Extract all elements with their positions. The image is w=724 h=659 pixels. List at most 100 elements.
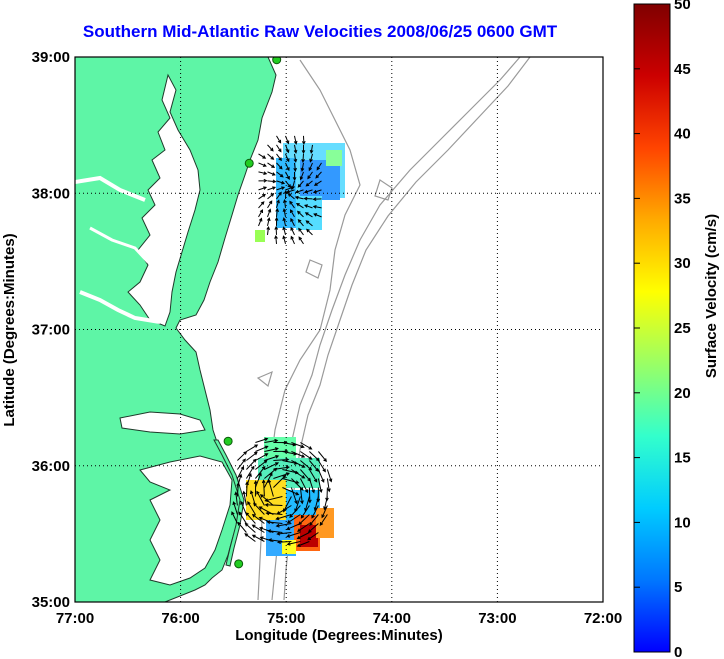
velocity-arrow [258, 153, 267, 159]
y-tick-labels: 35:00 36:00 37:00 38:00 39:00 [32, 49, 70, 611]
velocity-arrow [300, 451, 313, 460]
velocity-arrow [306, 228, 313, 236]
velocity-arrow [232, 501, 238, 515]
velocity-arrow [275, 514, 292, 521]
velocity-arrow [261, 479, 266, 497]
velocity-arrow [276, 540, 292, 544]
outer-banks [213, 439, 245, 567]
colorbar-tick-label: 40 [674, 126, 691, 143]
velocity-arrow [282, 487, 300, 496]
velocity-arrow [267, 186, 277, 191]
velocity-arrow [317, 460, 326, 473]
x-tick-labels: 77:00 76:00 75:00 74:00 73:00 72:00 [56, 610, 622, 627]
velocity-arrow [309, 460, 319, 472]
velocity-arrow [267, 179, 277, 184]
x-tick-label: 77:00 [56, 610, 94, 627]
velocity-vectors [231, 135, 333, 547]
velocity-arrow [264, 503, 283, 507]
colorbar-tick-label: 15 [674, 450, 691, 467]
velocity-arrow [296, 541, 310, 547]
velocity-arrow [292, 171, 297, 181]
velocity-arrow [304, 204, 313, 209]
velocity-arrow [291, 442, 305, 449]
velocity-arrow [298, 227, 304, 236]
velocity-arrow [258, 217, 263, 227]
velocity-arrow [294, 189, 304, 194]
velocity-arrow [234, 491, 238, 506]
velocity-arrow [231, 511, 238, 524]
colorbar-tick-label: 30 [674, 255, 691, 272]
velocity-arrow [267, 478, 274, 497]
velocity-arrow [276, 180, 286, 185]
colorbar-tick-label: 20 [674, 385, 691, 402]
velocity-arrow [285, 162, 290, 172]
velocity-arrow [285, 186, 295, 191]
velocity-arrow [258, 209, 263, 218]
velocity-arrow [290, 217, 295, 227]
velocity-arrow [318, 451, 327, 463]
velocity-arrow [326, 469, 333, 483]
velocity-arrow [264, 438, 279, 443]
velocity-arrow [265, 511, 283, 516]
velocity-arrow [317, 469, 325, 483]
chesapeake-bay [127, 73, 201, 327]
colorbar-tick-label: 10 [674, 514, 691, 531]
velocity-arrow [309, 144, 314, 154]
velocity-arrow [286, 532, 301, 538]
velocity-arrow [305, 180, 313, 187]
velocity-arrow [275, 207, 280, 217]
velocity-arrow [247, 500, 256, 515]
velocity-arrow [273, 457, 290, 462]
velocity-arrow [283, 189, 288, 199]
velocity-arrow [255, 445, 269, 452]
velocity-arrow [307, 171, 313, 180]
x-tick-label: 76:00 [161, 610, 199, 627]
velocity-arrow [304, 212, 313, 218]
velocity-arrow [282, 217, 287, 227]
velocity-arrow [273, 474, 287, 488]
velocity-arrow [285, 153, 290, 163]
velocity-arrow [301, 144, 306, 154]
velocity-arrow [251, 513, 265, 524]
velocity-arrow [244, 533, 256, 542]
velocity-arrow [289, 200, 295, 209]
velocity-arrow [300, 460, 313, 471]
velocity-arrow [238, 511, 247, 524]
velocity-arrow [308, 478, 315, 494]
velocity-arrow [307, 523, 319, 534]
velocity-arrow [236, 465, 245, 479]
velocity-arrow [299, 487, 304, 505]
velocity-arrow [276, 171, 284, 178]
velocity-arrow [307, 487, 312, 504]
velocity-arrow [266, 225, 271, 235]
colorbar-tick-label: 50 [674, 0, 691, 13]
velocity-arrow [246, 451, 258, 461]
velocity-arrow [276, 144, 282, 153]
velocity-arrow [291, 469, 306, 479]
velocity-arrow [251, 524, 265, 533]
velocity-arrow [258, 193, 266, 200]
rappahannock-river [89, 226, 150, 264]
velocity-arrow [266, 217, 271, 227]
velocity-arrow [321, 505, 328, 519]
velocity-arrow [290, 487, 298, 505]
velocity-arrow [299, 171, 304, 181]
velocity-arrow [267, 171, 276, 176]
velocity-arrow [298, 236, 304, 245]
velocity-arrow [311, 505, 319, 519]
velocity-arrow [276, 153, 282, 162]
velocity-arrow [267, 208, 272, 218]
velocity-arrow [276, 199, 280, 209]
velocity-arrow [285, 144, 290, 154]
velocity-arrow [286, 541, 301, 546]
velocity-arrow [255, 437, 269, 443]
velocity-arrow [267, 200, 273, 209]
velocity-arrow [276, 186, 286, 191]
velocity-arrow [274, 234, 278, 244]
velocity-arrow [246, 444, 259, 452]
velocity-arrow [254, 472, 262, 488]
velocity-arrow [297, 180, 304, 188]
velocity-arrow [267, 529, 283, 533]
velocity-arrow [300, 505, 310, 519]
velocity-arrow [293, 162, 297, 172]
